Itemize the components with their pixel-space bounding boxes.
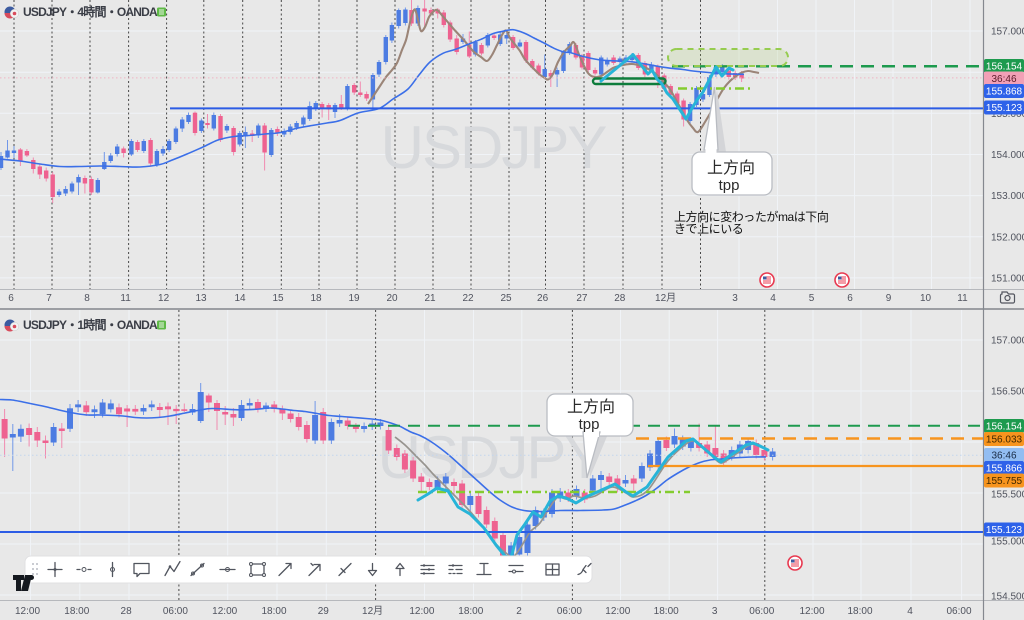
svg-text:上方向: 上方向	[707, 159, 755, 177]
svg-text:USDJPY・4時間・OANDA: USDJPY・4時間・OANDA	[23, 4, 158, 19]
svg-text:12:00: 12:00	[212, 606, 237, 617]
svg-text:18:00: 18:00	[261, 606, 286, 617]
svg-text:156.500: 156.500	[991, 387, 1024, 398]
svg-text:06:00: 06:00	[163, 606, 188, 617]
svg-text:12:00: 12:00	[409, 606, 434, 617]
svg-text:29: 29	[318, 606, 330, 617]
svg-text:8: 8	[84, 293, 90, 304]
svg-text:26: 26	[537, 293, 549, 304]
svg-text:155.123: 155.123	[986, 103, 1023, 114]
svg-text:151.000: 151.000	[991, 273, 1024, 284]
svg-text:12月: 12月	[362, 605, 383, 617]
svg-text:20: 20	[386, 293, 398, 304]
svg-text:tpp: tpp	[579, 416, 600, 433]
svg-text:18:00: 18:00	[64, 606, 89, 617]
svg-text:2: 2	[516, 606, 522, 617]
svg-text:18:00: 18:00	[847, 606, 872, 617]
svg-text:22: 22	[462, 293, 474, 304]
svg-text:13: 13	[195, 293, 207, 304]
svg-text:USDJPY: USDJPY	[381, 114, 607, 181]
svg-text:27: 27	[576, 293, 588, 304]
svg-text:4: 4	[907, 606, 913, 617]
svg-text:きで上にいる: きで上にいる	[674, 222, 743, 236]
svg-text:上方向に変わったがmaは下向: 上方向に変わったがmaは下向	[674, 209, 828, 224]
svg-text:28: 28	[614, 293, 626, 304]
svg-text:154.500: 154.500	[991, 592, 1024, 603]
svg-text:06:00: 06:00	[749, 606, 774, 617]
svg-text:157.000: 157.000	[991, 336, 1024, 347]
svg-text:06:00: 06:00	[557, 606, 582, 617]
svg-text:10: 10	[920, 293, 932, 304]
svg-text:15: 15	[272, 293, 284, 304]
svg-text:18:00: 18:00	[458, 606, 483, 617]
svg-text:28: 28	[121, 606, 133, 617]
svg-text:155.866: 155.866	[986, 464, 1023, 475]
svg-text:155.868: 155.868	[986, 87, 1023, 98]
svg-text:3: 3	[732, 293, 738, 304]
svg-text:18:00: 18:00	[654, 606, 679, 617]
svg-text:11: 11	[957, 293, 968, 304]
svg-text:9: 9	[886, 293, 892, 304]
svg-text:157.000: 157.000	[991, 27, 1024, 38]
svg-text:12: 12	[158, 293, 170, 304]
svg-text:21: 21	[424, 293, 436, 304]
svg-text:152.000: 152.000	[991, 232, 1024, 243]
svg-text:18: 18	[310, 293, 322, 304]
svg-text:5: 5	[809, 293, 815, 304]
svg-text:155.123: 155.123	[986, 525, 1023, 536]
svg-text:上方向: 上方向	[567, 398, 615, 416]
svg-text:155.000: 155.000	[991, 537, 1024, 548]
svg-text:06:00: 06:00	[946, 606, 971, 617]
svg-text:154.000: 154.000	[991, 150, 1024, 161]
svg-text:12:00: 12:00	[605, 606, 630, 617]
svg-text:12:00: 12:00	[799, 606, 824, 617]
svg-text:7: 7	[46, 293, 52, 304]
svg-text:156.154: 156.154	[986, 62, 1023, 73]
svg-text:153.000: 153.000	[991, 191, 1024, 202]
svg-text:156.154: 156.154	[986, 422, 1023, 433]
svg-text:3: 3	[712, 606, 718, 617]
svg-text:4: 4	[770, 293, 776, 304]
svg-text:6: 6	[8, 293, 14, 304]
svg-text:14: 14	[234, 293, 246, 304]
svg-text:6: 6	[847, 293, 853, 304]
svg-text:19: 19	[348, 293, 360, 304]
svg-text:25: 25	[500, 293, 512, 304]
svg-text:12:00: 12:00	[15, 606, 40, 617]
svg-text:12月: 12月	[655, 292, 676, 304]
svg-text:36:46: 36:46	[991, 74, 1016, 85]
svg-text:155.755: 155.755	[986, 476, 1023, 487]
svg-text:155.500: 155.500	[991, 490, 1024, 501]
svg-text:36:46: 36:46	[991, 451, 1016, 462]
svg-text:156.033: 156.033	[986, 435, 1023, 446]
svg-text:USDJPY・1時間・OANDA: USDJPY・1時間・OANDA	[23, 317, 158, 332]
svg-text:tpp: tpp	[719, 177, 740, 194]
svg-text:11: 11	[120, 293, 131, 304]
